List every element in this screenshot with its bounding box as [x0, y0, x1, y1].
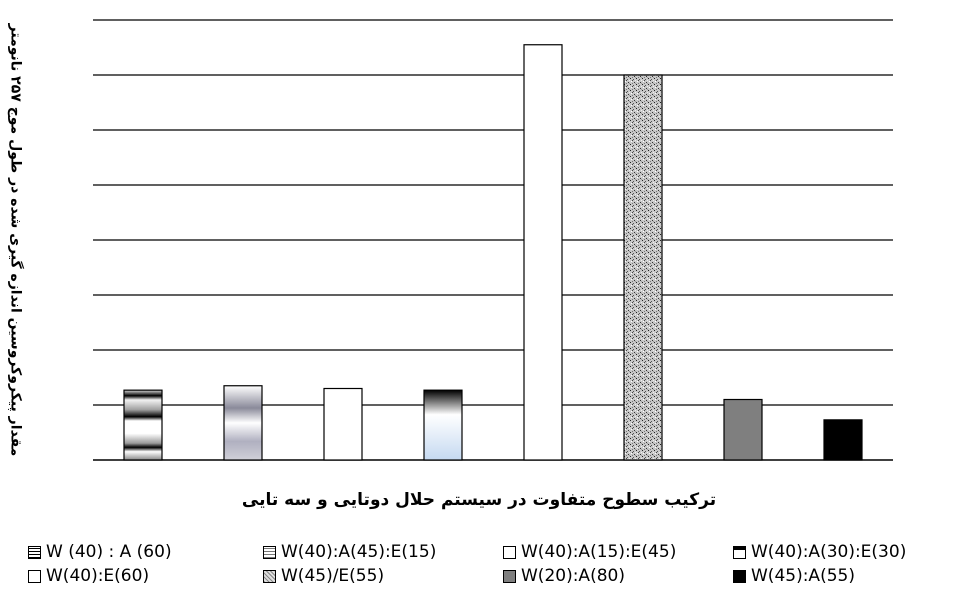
legend-swatch: [733, 569, 746, 583]
legend-swatch: [503, 545, 516, 559]
bar-7: [723, 398, 763, 461]
legend-item: W(40):A(15):E(45): [503, 542, 733, 562]
y-axis-label: مقدار پیکروکروسین اندازه گیری شده در طول…: [7, 23, 24, 457]
legend-item: W(45)/E(55): [263, 566, 503, 586]
x-axis-label: ترکیب سطوح متفاوت در سیستم حلال دوتایی و…: [241, 490, 717, 510]
legend-label: W(40):A(45):E(15): [281, 542, 437, 562]
bar-5: [523, 44, 563, 461]
legend-swatch: [503, 569, 516, 583]
legend-label: W(40):A(30):E(30): [751, 542, 907, 562]
bar-6: [623, 74, 663, 461]
legend-label: W (40) : A (60): [46, 542, 172, 562]
legend-item: W(45):A(55): [733, 566, 958, 586]
legend-item: W(40):E(60): [28, 566, 263, 586]
bar-4: [423, 389, 463, 461]
legend-swatch: [28, 569, 41, 583]
y-axis-label-container: مقدار پیکروکروسین اندازه گیری شده در طول…: [2, 0, 28, 480]
legend-swatch: [263, 545, 276, 559]
legend-label: W(20):A(80): [521, 566, 625, 586]
bar-8: [823, 419, 863, 461]
legend-swatch: [28, 545, 41, 559]
legend-item: W(20):A(80): [503, 566, 733, 586]
legend-swatch: [263, 569, 276, 583]
bars: [123, 44, 863, 461]
bar-1: [123, 389, 163, 461]
legend-item: W (40) : A (60): [28, 542, 263, 562]
bar-3: [323, 387, 363, 461]
legend-item: W(40):A(30):E(30): [733, 542, 958, 562]
legend-label: W(45)/E(55): [281, 566, 385, 586]
bar-2: [223, 385, 263, 461]
legend-swatch: [733, 545, 746, 559]
legend: W (40) : A (60) W(40):A(45):E(15) W(40):A(…: [28, 542, 958, 586]
legend-item: W(40):A(45):E(15): [263, 542, 503, 562]
legend-label: W(45):A(55): [751, 566, 855, 586]
legend-label: W(40):E(60): [46, 566, 150, 586]
legend-label: W(40):A(15):E(45): [521, 542, 677, 562]
gridlines: [93, 19, 893, 461]
